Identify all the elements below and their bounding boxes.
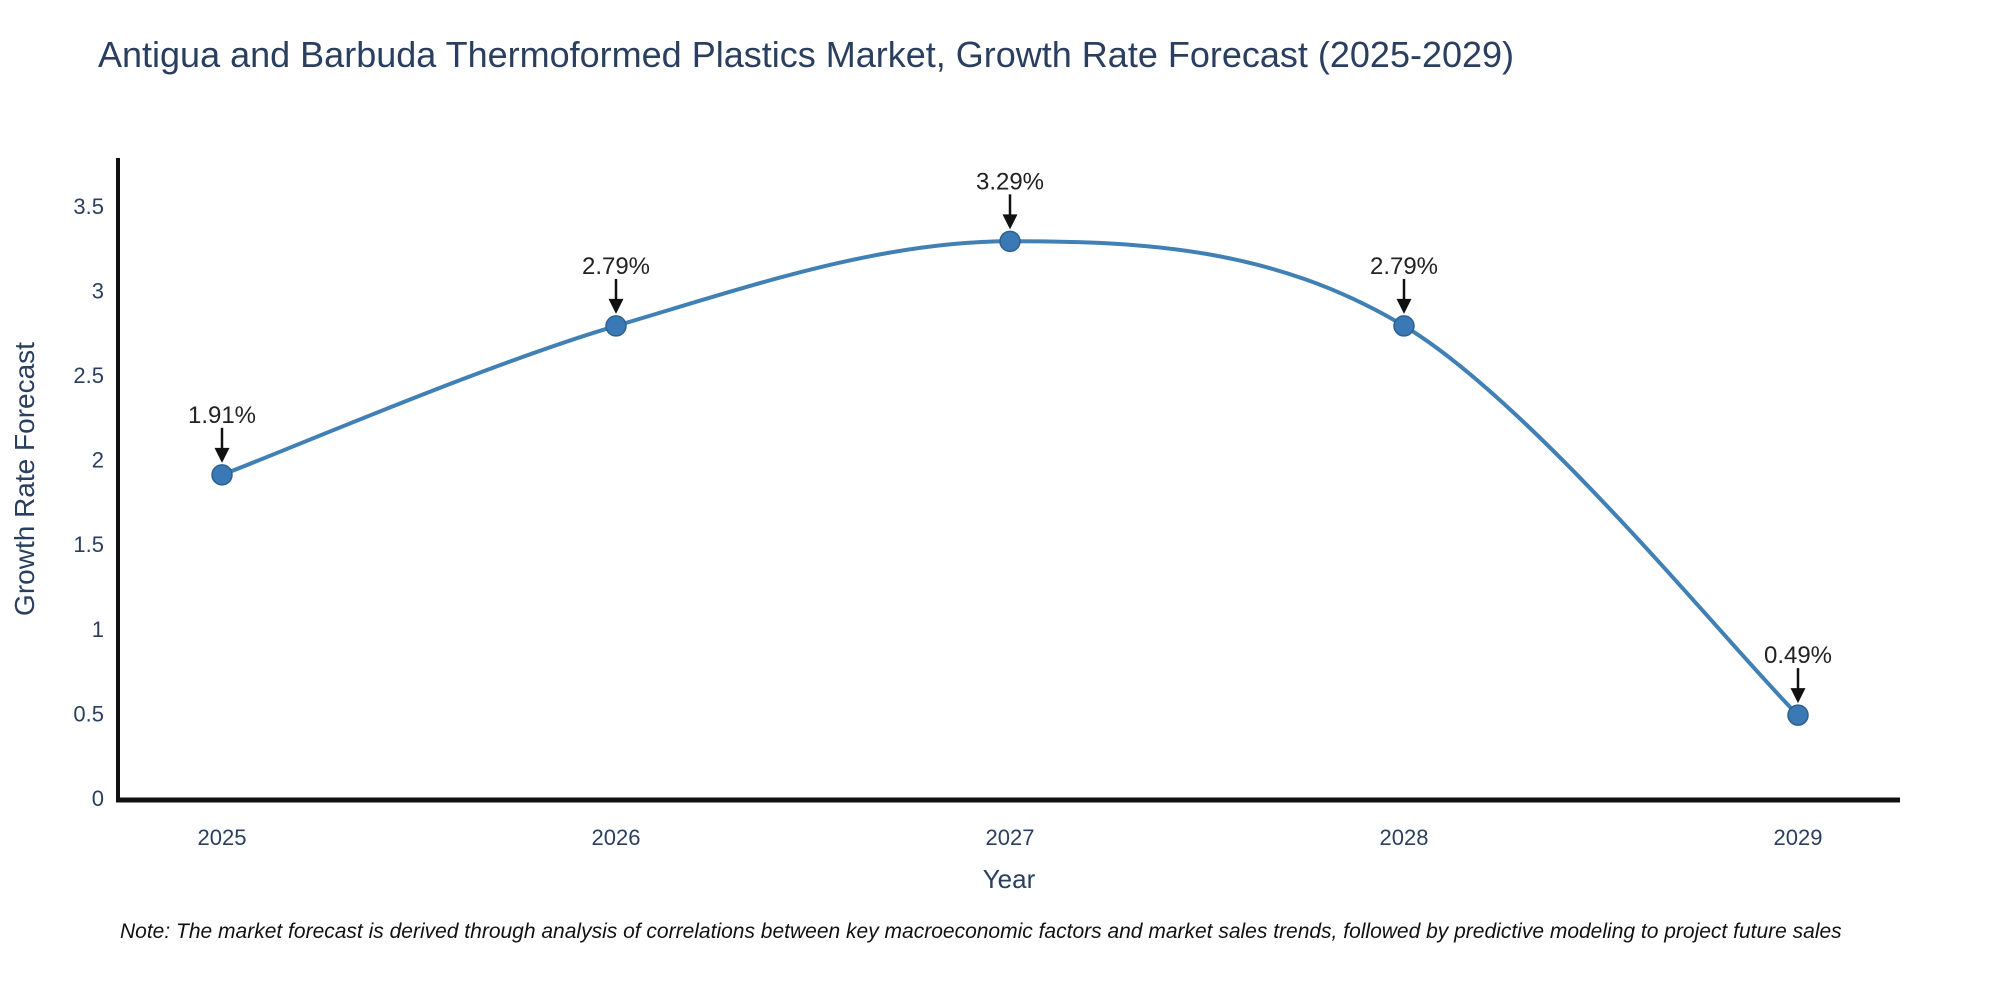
- data-point-label: 0.49%: [1764, 642, 1832, 669]
- y-tick-label: 1.5: [73, 532, 104, 557]
- data-point-label: 2.79%: [1370, 253, 1438, 280]
- y-tick-label: 0.5: [73, 701, 104, 726]
- forecast-line: [220, 239, 1800, 718]
- x-tick-label: 2026: [592, 825, 641, 850]
- data-point-label: 1.91%: [188, 402, 256, 429]
- annotation-arrow-head: [214, 447, 230, 463]
- x-axis-title: Year: [983, 864, 1036, 894]
- data-point-marker: [1393, 315, 1415, 337]
- data-point-marker: [211, 464, 233, 486]
- data-point-marker: [605, 315, 627, 337]
- x-tick-label: 2027: [986, 825, 1035, 850]
- data-point-label: 2.79%: [582, 253, 650, 280]
- annotation-arrow-head: [1790, 688, 1806, 704]
- footnote: Note: The market forecast is derived thr…: [120, 920, 1842, 943]
- data-point-marker: [999, 230, 1021, 253]
- y-tick-label: 2: [92, 448, 104, 473]
- y-tick-label: 2.5: [73, 363, 104, 388]
- y-axis-title: Growth Rate Forecast: [9, 342, 40, 616]
- y-tick-label: 3: [92, 278, 104, 303]
- annotation-arrow-head: [1396, 298, 1412, 314]
- y-tick-label: 1: [92, 617, 104, 642]
- x-tick-label: 2028: [1380, 825, 1429, 850]
- x-tick-label: 2029: [1774, 825, 1823, 850]
- chart-title: Antigua and Barbuda Thermoformed Plastic…: [98, 34, 1515, 75]
- annotation-arrow-head: [1002, 214, 1018, 230]
- x-tick-label: 2025: [198, 825, 247, 850]
- y-tick-label: 0: [92, 786, 104, 811]
- y-tick-label: 3.5: [73, 194, 104, 219]
- annotation-arrow-head: [608, 298, 624, 314]
- data-point-label: 3.29%: [976, 168, 1044, 195]
- data-point-marker: [1787, 704, 1809, 726]
